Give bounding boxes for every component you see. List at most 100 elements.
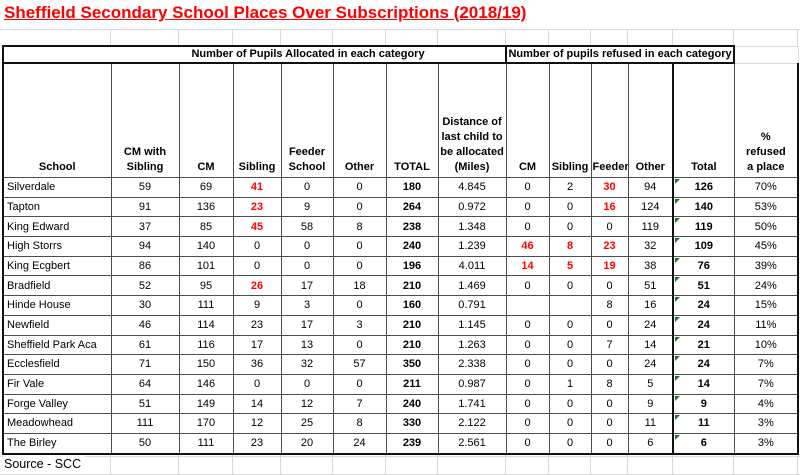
allocated-cell[interactable]: 30 xyxy=(110,295,180,316)
distance-cell[interactable]: 1.741 xyxy=(437,393,507,415)
allocated-cell[interactable]: 140 xyxy=(178,236,234,257)
col-header-refused-other[interactable]: Other xyxy=(627,62,674,178)
allocated-cell[interactable]: 0 xyxy=(232,255,282,277)
allocated-cell[interactable]: 196 xyxy=(385,255,439,277)
allocated-cell[interactable]: 0 xyxy=(332,373,387,395)
percent-refused-cell[interactable]: 53% xyxy=(733,196,800,218)
allocated-cell[interactable]: 20 xyxy=(280,432,334,455)
allocated-cell[interactable]: 51 xyxy=(110,393,180,415)
percent-refused-cell[interactable]: 45% xyxy=(733,236,800,257)
refused-cell[interactable]: 8 xyxy=(590,295,629,316)
percent-refused-cell[interactable]: 7% xyxy=(733,354,800,375)
distance-cell[interactable]: 1.239 xyxy=(437,236,507,257)
allocated-cell[interactable]: 3 xyxy=(280,295,334,316)
allocated-cell[interactable]: 23 xyxy=(232,196,282,218)
school-cell[interactable]: Bradfield xyxy=(2,275,112,297)
refused-cell[interactable]: 0 xyxy=(505,177,550,198)
allocated-cell[interactable]: 136 xyxy=(178,196,234,218)
percent-refused-cell[interactable]: 10% xyxy=(733,334,800,356)
refused-cell[interactable]: 30 xyxy=(590,177,629,198)
refused-cell[interactable]: 126 xyxy=(672,177,735,198)
percent-refused-cell[interactable]: 4% xyxy=(733,393,800,415)
allocated-cell[interactable]: 0 xyxy=(332,295,387,316)
refused-cell[interactable]: 21 xyxy=(672,334,735,356)
school-cell[interactable]: Sheffield Park Aca xyxy=(2,334,112,356)
col-header-other[interactable]: Other xyxy=(332,62,387,178)
refused-cell[interactable]: 0 xyxy=(505,373,550,395)
allocated-cell[interactable]: 160 xyxy=(385,295,439,316)
refused-cell[interactable] xyxy=(505,295,550,316)
refused-cell[interactable]: 124 xyxy=(627,196,674,218)
refused-cell[interactable]: 0 xyxy=(548,216,592,238)
allocated-cell[interactable]: 170 xyxy=(178,413,234,434)
col-header-distance[interactable]: Distance of last child to be allocated (… xyxy=(437,62,507,178)
col-header-school[interactable]: School xyxy=(2,62,112,178)
col-header-pct-refused[interactable]: % refused a place xyxy=(733,62,800,178)
allocated-cell[interactable]: 116 xyxy=(178,334,234,356)
refused-cell[interactable]: 0 xyxy=(590,216,629,238)
refused-cell[interactable]: 0 xyxy=(548,432,592,455)
allocated-cell[interactable]: 0 xyxy=(332,255,387,277)
refused-cell[interactable]: 51 xyxy=(627,275,674,297)
refused-cell[interactable] xyxy=(548,295,592,316)
allocated-cell[interactable]: 111 xyxy=(178,432,234,455)
refused-cell[interactable]: 0 xyxy=(548,275,592,297)
refused-cell[interactable]: 0 xyxy=(505,432,550,455)
allocated-cell[interactable]: 52 xyxy=(110,275,180,297)
allocated-cell[interactable]: 9 xyxy=(280,196,334,218)
allocated-cell[interactable]: 210 xyxy=(385,275,439,297)
school-cell[interactable]: The Birley xyxy=(2,432,112,455)
refused-cell[interactable]: 14 xyxy=(505,255,550,277)
refused-cell[interactable]: 5 xyxy=(548,255,592,277)
distance-cell[interactable]: 1.263 xyxy=(437,334,507,356)
allocated-cell[interactable]: 0 xyxy=(232,236,282,257)
distance-cell[interactable]: 0.972 xyxy=(437,196,507,218)
refused-cell[interactable]: 1 xyxy=(548,373,592,395)
school-cell[interactable]: Tapton xyxy=(2,196,112,218)
distance-cell[interactable]: 1.469 xyxy=(437,275,507,297)
refused-cell[interactable]: 0 xyxy=(505,413,550,434)
allocated-cell[interactable]: 23 xyxy=(232,314,282,336)
distance-cell[interactable]: 0.791 xyxy=(437,295,507,316)
allocated-cell[interactable]: 350 xyxy=(385,354,439,375)
refused-cell[interactable]: 0 xyxy=(505,354,550,375)
allocated-cell[interactable]: 8 xyxy=(332,216,387,238)
refused-cell[interactable]: 11 xyxy=(627,413,674,434)
allocated-cell[interactable]: 36 xyxy=(232,354,282,375)
allocated-cell[interactable]: 91 xyxy=(110,196,180,218)
refused-cell[interactable]: 0 xyxy=(590,354,629,375)
refused-cell[interactable]: 0 xyxy=(548,196,592,218)
school-cell[interactable]: High Storrs xyxy=(2,236,112,257)
refused-cell[interactable]: 0 xyxy=(505,216,550,238)
allocated-cell[interactable]: 23 xyxy=(232,432,282,455)
distance-cell[interactable]: 4.011 xyxy=(437,255,507,277)
distance-cell[interactable]: 0.987 xyxy=(437,373,507,395)
allocated-cell[interactable]: 85 xyxy=(178,216,234,238)
refused-cell[interactable]: 0 xyxy=(590,314,629,336)
distance-cell[interactable]: 2.122 xyxy=(437,413,507,434)
percent-refused-cell[interactable]: 11% xyxy=(733,314,800,336)
school-cell[interactable]: Ecclesfield xyxy=(2,354,112,375)
allocated-cell[interactable]: 64 xyxy=(110,373,180,395)
refused-cell[interactable]: 51 xyxy=(672,275,735,297)
refused-cell[interactable]: 140 xyxy=(672,196,735,218)
school-cell[interactable]: Fir Vale xyxy=(2,373,112,395)
refused-cell[interactable]: 14 xyxy=(672,373,735,395)
allocated-cell[interactable]: 57 xyxy=(332,354,387,375)
refused-cell[interactable]: 24 xyxy=(672,314,735,336)
refused-cell[interactable]: 11 xyxy=(672,413,735,434)
allocated-cell[interactable]: 69 xyxy=(178,177,234,198)
allocated-cell[interactable]: 25 xyxy=(280,413,334,434)
allocated-cell[interactable]: 24 xyxy=(332,432,387,455)
allocated-cell[interactable]: 12 xyxy=(232,413,282,434)
allocated-cell[interactable]: 149 xyxy=(178,393,234,415)
percent-refused-cell[interactable]: 50% xyxy=(733,216,800,238)
percent-refused-cell[interactable]: 24% xyxy=(733,275,800,297)
refused-cell[interactable]: 32 xyxy=(627,236,674,257)
allocated-cell[interactable]: 95 xyxy=(178,275,234,297)
allocated-cell[interactable]: 150 xyxy=(178,354,234,375)
refused-cell[interactable]: 76 xyxy=(672,255,735,277)
distance-cell[interactable]: 1.145 xyxy=(437,314,507,336)
percent-refused-cell[interactable]: 3% xyxy=(733,413,800,434)
allocated-cell[interactable]: 12 xyxy=(280,393,334,415)
